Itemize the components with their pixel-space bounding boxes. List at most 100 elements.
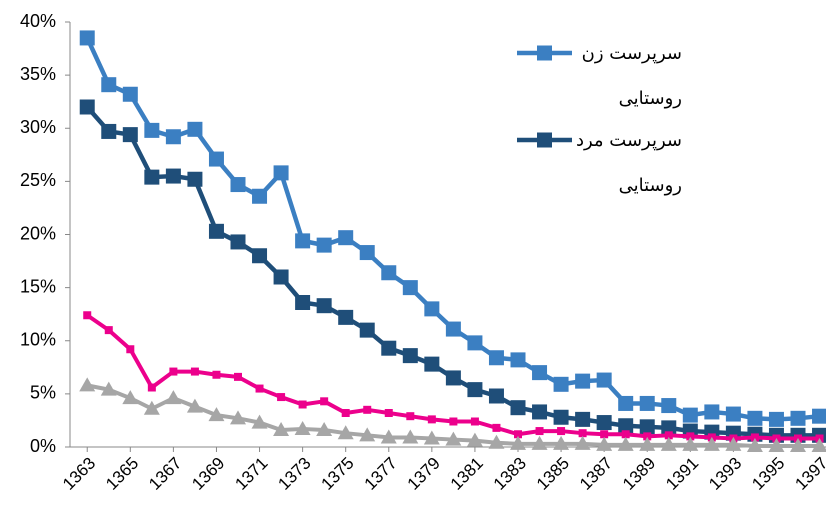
- data-point: [557, 427, 566, 436]
- data-point: [639, 419, 655, 435]
- data-point: [316, 298, 332, 314]
- data-point: [445, 370, 461, 386]
- data-point: [187, 171, 203, 187]
- data-point: [101, 77, 117, 93]
- x-tick-label: 1381: [447, 454, 487, 494]
- data-point: [467, 382, 483, 398]
- data-point: [445, 321, 461, 337]
- data-point: [144, 169, 160, 185]
- x-tick-label: 1363: [59, 454, 99, 494]
- data-point: [298, 400, 307, 409]
- data-point: [147, 383, 156, 392]
- y-tick-label: 10%: [20, 330, 56, 350]
- series-line: [85, 36, 820, 422]
- data-point: [316, 237, 332, 253]
- data-point: [746, 437, 763, 452]
- data-point: [618, 395, 634, 411]
- data-point: [664, 431, 673, 440]
- data-point: [294, 420, 311, 435]
- data-point: [251, 414, 268, 429]
- legend-label: سرپرست مرد روستایی: [575, 130, 682, 196]
- x-tick-label: 1393: [705, 454, 745, 494]
- data-point: [686, 432, 695, 441]
- data-point: [79, 30, 95, 46]
- data-point: [122, 127, 138, 143]
- series-line: [85, 105, 820, 438]
- data-point: [532, 365, 548, 381]
- y-tick-label: 40%: [20, 11, 56, 31]
- data-point: [273, 422, 290, 436]
- y-tick-label: 25%: [20, 170, 56, 190]
- data-point: [639, 395, 655, 411]
- data-point: [682, 407, 698, 423]
- data-point: [574, 435, 591, 450]
- data-point: [596, 436, 613, 451]
- x-tick-label: 1369: [188, 454, 228, 494]
- data-point: [234, 372, 242, 381]
- data-point: [423, 430, 440, 445]
- y-tick-label: 20%: [20, 223, 56, 243]
- data-point: [381, 265, 397, 281]
- data-point: [230, 410, 246, 425]
- data-point: [255, 384, 264, 393]
- data-point: [424, 301, 440, 317]
- data-point: [510, 435, 526, 450]
- data-point: [725, 406, 741, 422]
- x-tick-label: 1395: [748, 454, 788, 494]
- data-point: [402, 348, 418, 364]
- data-point: [531, 435, 548, 450]
- data-point: [596, 415, 612, 431]
- data-point: [488, 388, 504, 404]
- data-point: [384, 409, 393, 417]
- data-point: [83, 311, 92, 320]
- x-tick-label: 1367: [145, 454, 185, 494]
- y-tick-label: 30%: [20, 117, 56, 137]
- data-point: [812, 408, 826, 424]
- legend-marker: [537, 132, 552, 148]
- data-point: [122, 86, 138, 102]
- data-point: [316, 422, 333, 436]
- data-point: [424, 356, 440, 372]
- data-point: [252, 248, 268, 264]
- data-point: [553, 435, 570, 450]
- data-point: [381, 340, 397, 356]
- data-point: [100, 381, 117, 396]
- x-tick-label: 1371: [231, 454, 271, 494]
- data-point: [621, 430, 630, 439]
- data-point: [341, 409, 350, 417]
- data-point: [768, 411, 784, 427]
- data-point: [208, 223, 224, 239]
- data-point: [639, 436, 656, 451]
- data-point: [79, 99, 95, 115]
- data-point: [575, 411, 591, 427]
- data-point: [682, 436, 699, 451]
- data-point: [104, 326, 113, 335]
- data-point: [470, 417, 479, 426]
- data-point: [273, 269, 289, 285]
- data-point: [725, 436, 742, 451]
- y-tick-label: 35%: [20, 64, 56, 84]
- legend-label: سرپرست زن روستایی: [581, 43, 682, 109]
- data-point: [466, 432, 483, 447]
- data-point: [514, 430, 522, 439]
- x-tick-label: 1379: [404, 454, 444, 494]
- data-point: [553, 376, 569, 392]
- legend-marker: [537, 45, 552, 61]
- data-point: [488, 350, 504, 366]
- data-point: [187, 121, 203, 137]
- y-tick-label: 5%: [30, 383, 56, 403]
- data-point: [532, 404, 548, 420]
- data-point: [790, 437, 806, 452]
- data-point: [449, 417, 458, 426]
- data-point: [596, 372, 612, 388]
- data-point: [467, 335, 483, 351]
- data-point: [402, 429, 419, 444]
- data-point: [660, 436, 677, 451]
- data-point: [79, 377, 96, 392]
- data-point: [402, 280, 418, 296]
- x-tick-label: 1387: [576, 454, 616, 494]
- y-tick-label: 0%: [30, 436, 56, 456]
- x-tick-label: 1365: [102, 454, 142, 494]
